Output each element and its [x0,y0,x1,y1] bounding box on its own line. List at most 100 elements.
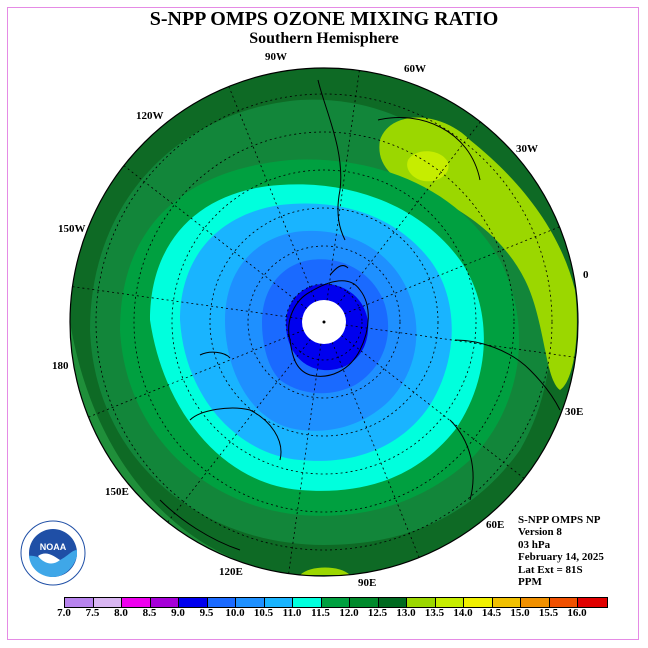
logo-text: NOAA [40,542,67,552]
colorbar-tick-label: 13.0 [396,607,416,619]
colorbar-swatch [150,598,179,607]
info-lat-extent: Lat Ext = 81S [518,563,583,576]
lon-label-180: 180 [52,360,69,372]
colorbar-swatch [207,598,236,607]
logo-wave [29,550,77,577]
lon-label-30e: 30E [565,406,583,418]
colorbar-swatch [407,598,436,607]
colorbar-swatch [435,598,464,607]
meridian-line [88,329,304,418]
colorbar-tick-label: 11.0 [282,607,302,619]
coastlines [159,79,561,551]
antarctic-peninsula [329,265,349,276]
meridian-line [341,335,525,479]
meridian-line [228,86,317,302]
lon-label-120w: 120W [136,110,164,122]
colorbar-tick-label: 16.0 [567,607,587,619]
figure-title: S-NPP OMPS OZONE MIXING RATIO [149,8,499,30]
south-america-coast [317,79,346,241]
colorbar-tick-label: 10.5 [253,607,274,619]
lon-label-90e: 90E [358,577,376,589]
lon-label-0: 0 [583,269,589,281]
south-pole-marker [322,320,326,324]
latitude-circle [95,93,553,551]
info-pressure: 03 hPa [518,538,551,551]
colorbar-tick-label: 12.5 [367,607,388,619]
lon-label-150e: 150E [105,486,129,498]
contour-13-0 [407,151,449,182]
colorbar-tick-label: 15.0 [510,607,530,619]
colorbar-swatch [293,598,322,607]
lon-label-150w: 150W [58,223,86,235]
meridian-line [288,343,322,574]
lon-label-120e: 120E [219,566,243,578]
info-version: Version 8 [518,526,562,539]
lon-label-60w: 60W [404,63,426,75]
colorbar-tick-label: 8.0 [114,607,128,619]
info-instrument: S-NPP OMPS NP [518,514,601,526]
colorbar-tick-label: 9.5 [199,607,214,619]
africa-coast [454,339,561,411]
latitude-circle [209,207,439,437]
colorbar-tick-label: 12.0 [339,607,359,619]
colorbar-ticks: 7.0 7.5 8.0 8.5 9.0 9.5 10.0 10.5 11.0 11.5 12.0 12… [52,607,612,621]
latitude-circle [171,169,477,475]
colorbar-swatch [65,598,94,607]
map-outline [69,67,579,577]
contour-12-5-south [300,567,350,575]
meridians [72,70,576,574]
colorbar-swatch [578,598,607,607]
meridian-line [123,165,307,309]
meridian-line [345,324,576,358]
meridian-line [344,226,560,315]
new-zealand [199,351,231,359]
south-america-east-coast [377,117,481,181]
colorbar-tick-label: 7.0 [57,607,71,619]
meridian-line [167,339,311,523]
colorbar-swatch [378,598,407,607]
latitude-circle [133,131,515,513]
colorbar-tick-label: 13.5 [424,607,445,619]
logo-seagull [38,553,60,564]
noaa-logo: NOAA [20,520,86,586]
colorbar-tick-label: 9.0 [171,607,185,619]
colorbar-swatch [350,598,379,607]
colorbar-swatch [492,598,521,607]
metadata-block: S-NPP OMPS NP Version 8 03 hPa February … [518,514,604,588]
graticule [72,70,576,574]
antarctica-coast [288,280,369,377]
info-units: PPM [518,576,542,589]
meridian-line [337,121,481,305]
figure-border [7,7,639,640]
colorbar-swatch [264,598,293,607]
colorbar-swatch [521,598,550,607]
lon-label-30w: 30W [516,143,538,155]
colorbar-tick-label: 7.5 [85,607,100,619]
colorbar-tick-label: 10.0 [225,607,245,619]
australia-coast [189,407,282,461]
contour-12-5 [379,117,577,390]
colorbar-tick-label: 8.5 [142,607,157,619]
ozone-contours [70,68,578,576]
madagascar [449,419,474,501]
meridian-line [331,342,420,558]
info-date: February 14, 2025 [518,551,604,564]
figure-subtitle: Southern Hemisphere [249,30,399,47]
colorbar [64,597,608,608]
lon-label-60e: 60E [486,519,504,531]
indonesia [159,499,241,551]
colorbar-tick-label: 15.5 [538,607,559,619]
latitude-circle [285,283,363,361]
meridian-line [72,286,303,320]
colorbar-swatch [93,598,122,607]
meridian-line [326,70,360,301]
latitude-circle [247,245,401,399]
colorbar-swatch [236,598,265,607]
colorbar-tick-label: 11.5 [311,607,330,619]
lon-label-90w: 90W [265,51,287,63]
colorbar-tick-label: 14.5 [481,607,502,619]
colorbar-tick-label: 14.0 [453,607,473,619]
colorbar-swatch [549,598,578,607]
